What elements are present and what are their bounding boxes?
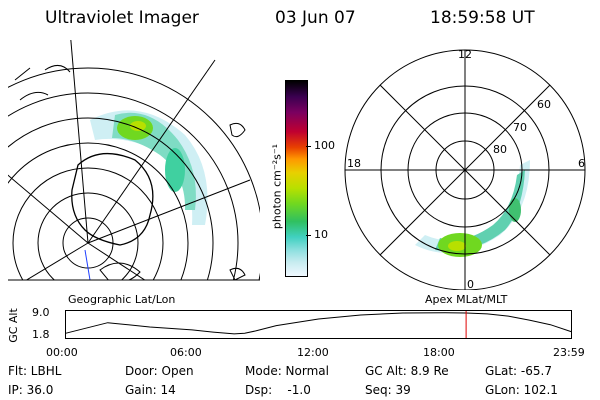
time-label: 18:59:58 UT: [430, 8, 535, 28]
door-info: Door: Open: [125, 364, 194, 378]
apex-label: Apex MLat/MLT: [425, 293, 508, 306]
altitude-trace: [65, 312, 572, 335]
gain-info: Gain: 14: [125, 383, 176, 397]
geographic-label: Geographic Lat/Lon: [68, 293, 176, 306]
glat-info: GLat: -65.7: [485, 364, 552, 378]
colorbar-tick-10: [306, 235, 311, 236]
timeline-plot: [65, 310, 572, 339]
colorbar-unit-label: photon cm⁻²s⁻¹: [270, 143, 284, 230]
geographic-map: [8, 40, 260, 281]
mlat-label-80: 80: [493, 143, 507, 156]
mlt-label-18: 18: [347, 157, 361, 170]
mlat-label-60: 60: [537, 98, 551, 111]
colorbar: [285, 80, 308, 277]
timeline-xtick-4: 23:59: [553, 346, 585, 359]
timeline-ytick-low: 1.8: [32, 328, 50, 341]
colorbar-label-10: 10: [314, 228, 328, 241]
timeline-xtick-1: 06:00: [170, 346, 202, 359]
instrument-title: Ultraviolet Imager: [45, 8, 199, 28]
filter-info: Flt: LBHL: [8, 364, 62, 378]
dsp-info: Dsp: -1.0: [245, 383, 311, 397]
timeline-xtick-3: 18:00: [423, 346, 455, 359]
timeline-ylabel: GC Alt: [6, 308, 20, 343]
ip-info: IP: 36.0: [8, 383, 54, 397]
timeline-xtick-0: 00:00: [46, 346, 78, 359]
magnetic-polar-map: [344, 49, 586, 290]
mlt-label-12: 12: [458, 48, 472, 61]
colorbar-tick-100: [306, 146, 311, 147]
mlt-label-0: 0: [467, 278, 474, 291]
gcalt-info: GC Alt: 8.9 Re: [365, 364, 449, 378]
timeline-xtick-2: 12:00: [297, 346, 329, 359]
seq-info: Seq: 39: [365, 383, 411, 397]
date-label: 03 Jun 07: [275, 8, 356, 28]
glon-info: GLon: 102.1: [485, 383, 558, 397]
mlat-label-70: 70: [513, 121, 527, 134]
mlt-label-6: 6: [578, 157, 585, 170]
right-aurora: [415, 160, 530, 257]
colorbar-label-100: 100: [314, 139, 335, 152]
timeline-ytick-high: 9.0: [32, 306, 50, 319]
left-aurora: [90, 110, 208, 225]
mode-info: Mode: Normal: [245, 364, 329, 378]
